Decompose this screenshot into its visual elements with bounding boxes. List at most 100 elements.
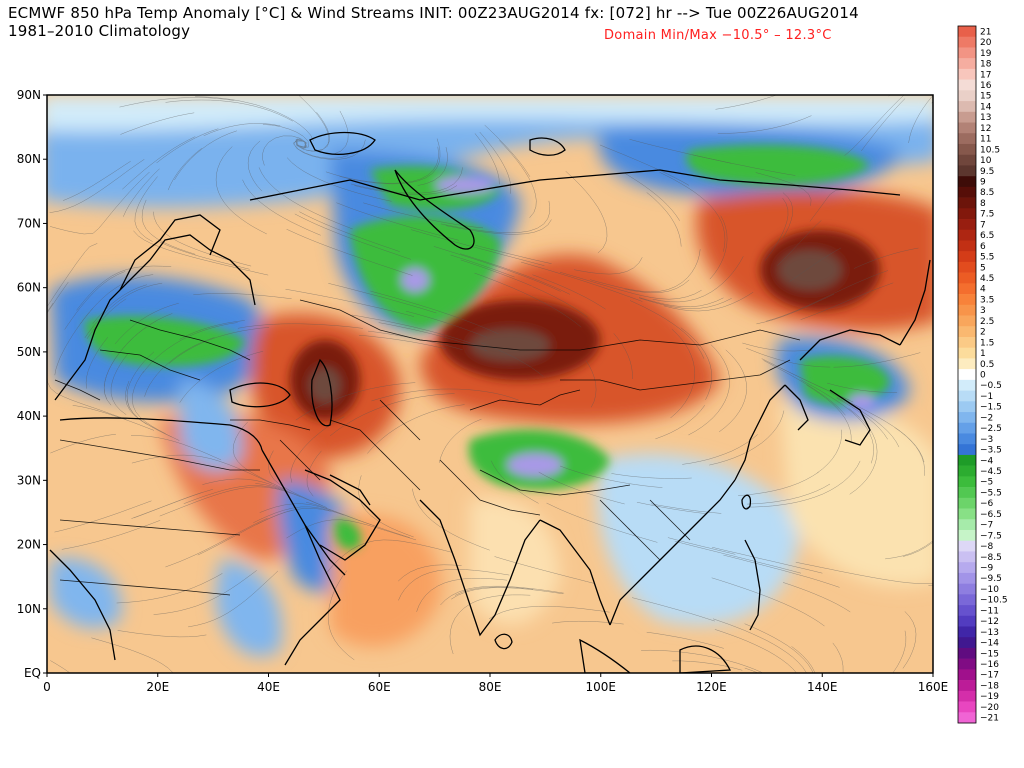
china-coast	[734, 384, 786, 481]
latitude-axis: 90N 80N 70N 60N 50N 40N 30N 20N 10N EQ	[17, 88, 47, 680]
wind-streamline	[168, 327, 270, 364]
wind-streamline	[670, 328, 695, 419]
wind-streamline	[174, 130, 237, 181]
colorbar-swatch	[958, 68, 976, 80]
colorbar-label: −21	[980, 714, 999, 724]
wind-streamline	[327, 570, 355, 661]
colorbar-label: 5	[980, 263, 986, 273]
wind-streamline	[440, 585, 565, 606]
wind-streamline	[299, 211, 400, 252]
lat-tick-label: 50N	[17, 345, 41, 359]
colorbar-label: 7.5	[980, 210, 994, 220]
colorbar-swatch	[958, 540, 976, 552]
country-borders	[54, 299, 801, 596]
wind-streamline	[573, 257, 643, 275]
wind-streamline	[285, 288, 415, 317]
southeast-asia-borders	[649, 499, 691, 541]
wind-streamline	[585, 360, 597, 408]
wind-streamline	[560, 465, 663, 488]
wind-streamline	[47, 302, 54, 313]
afghanistan-border	[379, 399, 421, 441]
wind-streamline	[764, 197, 789, 261]
wind-streamline	[682, 434, 758, 465]
wind-streamline	[474, 272, 582, 328]
wind-streamline	[237, 323, 363, 329]
colorbar-swatch	[958, 122, 976, 134]
wind-streamline	[836, 397, 888, 440]
colorbar-swatch	[958, 101, 976, 113]
colorbar-label: −4.5	[980, 467, 1002, 477]
wind-streamline	[711, 577, 825, 627]
lat-tick-label: 40N	[17, 409, 41, 423]
wind-streamline	[672, 660, 743, 671]
wind-streamline	[892, 630, 907, 673]
wind-streamline	[763, 360, 846, 416]
colorbar-label: −10	[980, 585, 999, 595]
colorbar-label: −7.5	[980, 531, 1002, 541]
wind-streamline	[49, 171, 150, 235]
wind-streamline	[306, 450, 322, 497]
sumatra	[579, 638, 632, 673]
black-sea	[229, 382, 291, 408]
wind-streamline	[777, 220, 822, 266]
wind-streamline	[744, 667, 759, 673]
wind-streamline	[131, 435, 222, 461]
wind-streamline	[165, 517, 268, 568]
colorbar-swatch	[958, 487, 976, 499]
wind-streamline	[625, 173, 681, 221]
chart-title: ECMWF 850 hPa Temp Anomaly [°C] & Wind S…	[8, 4, 859, 22]
wind-streamline	[358, 334, 447, 350]
wind-streamline	[674, 540, 802, 574]
india-border	[439, 459, 541, 516]
colorbar-label: 8	[980, 199, 986, 209]
wind-streamline	[156, 128, 219, 164]
korea-coast	[784, 384, 809, 431]
wind-streamline	[717, 115, 812, 134]
colorbar-label: 17	[980, 70, 991, 80]
wind-streamline	[133, 230, 269, 276]
colorbar-swatch	[958, 240, 976, 252]
european-interior-borders	[99, 349, 201, 381]
wind-streamline	[806, 384, 852, 442]
svalbard	[309, 131, 376, 155]
wind-streamline	[325, 146, 439, 184]
wind-streamline	[110, 353, 129, 415]
wind-streamline	[440, 200, 551, 234]
himalaya-border	[479, 469, 631, 496]
pacific-light-region	[780, 398, 933, 587]
lon-tick-label: 100E	[586, 680, 617, 694]
okhotsk-coast	[799, 329, 901, 361]
lat-tick-label: 80N	[17, 152, 41, 166]
wind-streamline	[92, 284, 147, 324]
colorbar-label: −2.5	[980, 424, 1002, 434]
colorbar-swatch	[958, 154, 976, 166]
colorbar-swatch	[958, 422, 976, 434]
india-light-region	[470, 498, 560, 625]
colorbar-label: 11	[980, 135, 991, 145]
colorbar-label: 13	[980, 113, 991, 123]
wind-streamline	[484, 124, 531, 177]
west-africa-cool-region	[50, 558, 122, 629]
wind-streamline	[636, 501, 707, 514]
china-mongolia-border	[560, 359, 791, 391]
wind-streamline	[836, 396, 900, 448]
wind-streamline	[745, 460, 861, 508]
colorbar-swatch	[958, 379, 976, 391]
lon-tick-label: 80E	[479, 680, 502, 694]
africa-west-coast	[49, 549, 116, 661]
colorbar-swatch	[958, 79, 976, 91]
wind-streamline	[339, 138, 441, 185]
wind-streamline	[631, 597, 715, 622]
colorbar-swatch	[958, 669, 976, 681]
coastlines	[49, 131, 931, 673]
colorbar-swatch	[958, 197, 976, 209]
colorbar-swatch	[958, 336, 976, 348]
colorbar-label: −1.5	[980, 403, 1002, 413]
colorbar-swatch	[958, 283, 976, 295]
colorbar-swatch	[958, 605, 976, 617]
colorbar-label: 6.5	[980, 231, 994, 241]
colorbar-label: 4	[980, 285, 986, 295]
arabia-coast	[304, 469, 381, 561]
colorbar-label: −5.5	[980, 488, 1002, 498]
wind-streamline	[253, 506, 344, 523]
